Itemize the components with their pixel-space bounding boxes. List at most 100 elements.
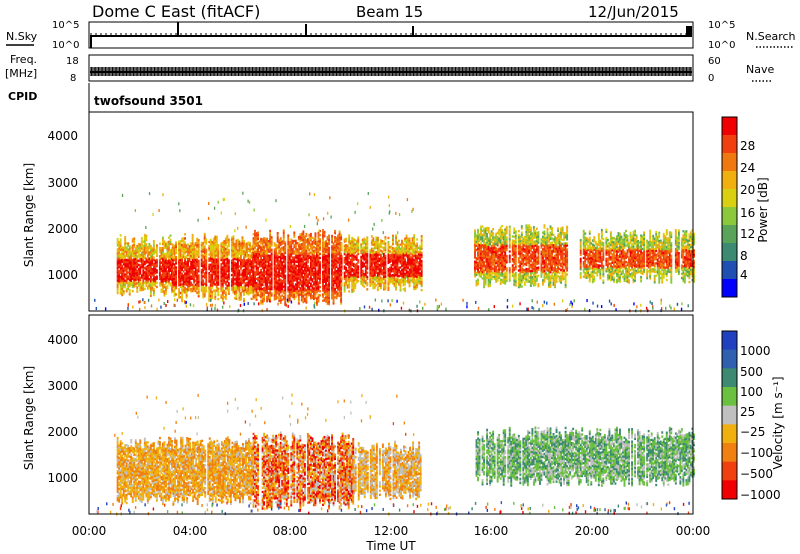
power-cell — [287, 242, 290, 246]
power-cell — [269, 256, 272, 260]
power-cell — [236, 242, 239, 246]
power-cell — [152, 287, 155, 291]
power-cell — [317, 237, 320, 241]
power-cell — [236, 240, 239, 244]
power-cell — [480, 267, 482, 270]
power-cell — [361, 248, 364, 252]
power-cell — [281, 290, 284, 293]
power-cell — [364, 275, 367, 279]
power-cell — [326, 298, 329, 301]
power-cell — [411, 257, 414, 261]
power-cell — [322, 262, 324, 265]
power-cell — [332, 258, 335, 262]
power-cell — [376, 253, 379, 256]
power-cell — [337, 244, 340, 248]
power-cell — [334, 273, 337, 276]
power-cell — [487, 249, 490, 253]
power-cell — [194, 285, 197, 289]
power-cell — [414, 287, 417, 291]
power-cell — [352, 271, 355, 274]
power-cell — [419, 249, 422, 252]
power-cell — [410, 244, 413, 247]
power-cell — [490, 253, 493, 256]
power-cell — [384, 283, 387, 287]
power-cell — [140, 261, 143, 265]
power-cell — [208, 253, 211, 256]
power-cell — [264, 241, 267, 244]
power-cell — [241, 288, 244, 291]
power-cell — [226, 276, 229, 279]
power-cell — [370, 241, 373, 244]
power-cell — [155, 260, 158, 264]
power-cell — [236, 238, 239, 242]
power-cell — [161, 284, 164, 287]
power-cell — [269, 235, 272, 239]
power-cell — [193, 262, 196, 265]
power-cell — [338, 234, 341, 237]
power-cell — [319, 244, 321, 247]
power-cell — [269, 267, 272, 270]
power-cell — [483, 240, 486, 243]
power-cell — [266, 299, 269, 303]
power-cell — [136, 255, 139, 258]
power-cell — [489, 270, 492, 273]
power-cell — [395, 246, 397, 250]
power-cell — [160, 261, 163, 264]
power-cell — [384, 285, 387, 289]
power-cell — [238, 286, 241, 289]
power-cell — [414, 244, 417, 247]
power-cell — [203, 236, 206, 240]
power-cell — [302, 296, 305, 300]
power-cell — [247, 293, 250, 296]
power-cell — [282, 250, 285, 253]
power-cell — [173, 283, 176, 287]
power-cell — [382, 242, 385, 245]
power-cell — [194, 275, 197, 278]
power-cell — [477, 241, 479, 244]
power-cell — [217, 244, 220, 247]
power-cell — [284, 278, 287, 282]
power-cell — [300, 236, 303, 240]
power-cell — [287, 255, 290, 258]
power-cell — [478, 252, 481, 255]
power-cell — [152, 293, 155, 297]
power-cell — [484, 233, 487, 236]
power-cell — [232, 274, 235, 278]
power-cell — [382, 286, 385, 289]
power-cell — [355, 264, 358, 268]
power-cell — [241, 261, 244, 264]
power-cell — [257, 241, 260, 245]
power-cell — [352, 277, 355, 280]
power-cell — [249, 242, 251, 245]
power-cell — [387, 249, 390, 252]
power-cell — [288, 294, 291, 298]
power-cell — [314, 294, 317, 297]
power-cell — [483, 254, 486, 258]
power-cell — [308, 291, 311, 295]
power-cell — [212, 241, 215, 245]
power-cell — [490, 275, 493, 279]
power-cell — [257, 291, 260, 294]
power-cell — [420, 243, 423, 246]
power-cell — [305, 288, 308, 292]
power-cell — [131, 238, 134, 241]
power-cell — [351, 247, 354, 250]
power-cell — [240, 256, 242, 260]
power-cell — [196, 239, 199, 243]
power-cell — [404, 276, 406, 280]
power-cell — [291, 283, 294, 286]
power-cell — [366, 242, 369, 245]
power-cell — [413, 267, 416, 270]
power-cell — [366, 288, 369, 291]
power-cell — [212, 279, 215, 282]
power-cell — [166, 264, 169, 267]
power-cell — [185, 244, 188, 247]
power-cell — [401, 279, 403, 282]
power-cell — [404, 237, 406, 240]
power-cell — [179, 279, 182, 282]
power-cell — [290, 238, 293, 241]
power-cell — [505, 277, 508, 281]
power-cell — [343, 273, 346, 276]
power-cell — [411, 249, 414, 253]
power-cell — [352, 283, 355, 286]
